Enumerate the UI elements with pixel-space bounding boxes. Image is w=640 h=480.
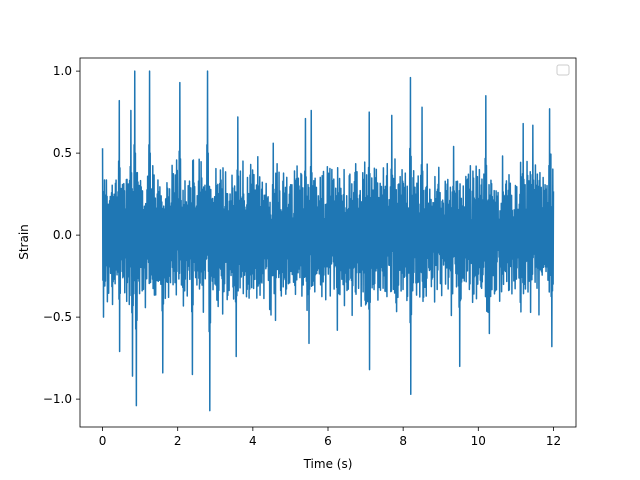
x-tick-label: 12 [546, 434, 561, 448]
y-axis-ticks: −1.0 −0.5 0.0 0.5 1.0 [43, 64, 80, 406]
y-tick-label: −0.5 [43, 310, 72, 324]
x-tick-label: 4 [249, 434, 257, 448]
x-tick-label: 10 [471, 434, 486, 448]
y-axis-label: Strain [17, 224, 31, 260]
y-tick-label: 1.0 [53, 64, 72, 78]
x-tick-label: 2 [174, 434, 182, 448]
strain-series-line [101, 70, 555, 412]
x-tick-label: 6 [324, 434, 332, 448]
x-axis-ticks: 0 2 4 6 8 10 12 [99, 427, 561, 448]
y-tick-label: −1.0 [43, 392, 72, 406]
x-tick-label: 8 [399, 434, 407, 448]
y-tick-label: 0.5 [53, 146, 72, 160]
x-tick-label: 0 [99, 434, 107, 448]
x-axis-label: Time (s) [303, 457, 353, 471]
y-tick-label: 0.0 [53, 228, 72, 242]
legend-box [556, 64, 570, 76]
